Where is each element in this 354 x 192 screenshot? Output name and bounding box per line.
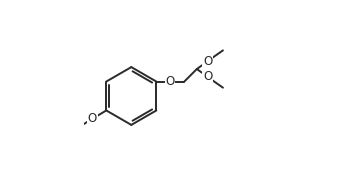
Text: O: O bbox=[88, 112, 97, 125]
Text: O: O bbox=[165, 75, 175, 88]
Text: O: O bbox=[203, 70, 212, 83]
Text: O: O bbox=[203, 55, 212, 68]
